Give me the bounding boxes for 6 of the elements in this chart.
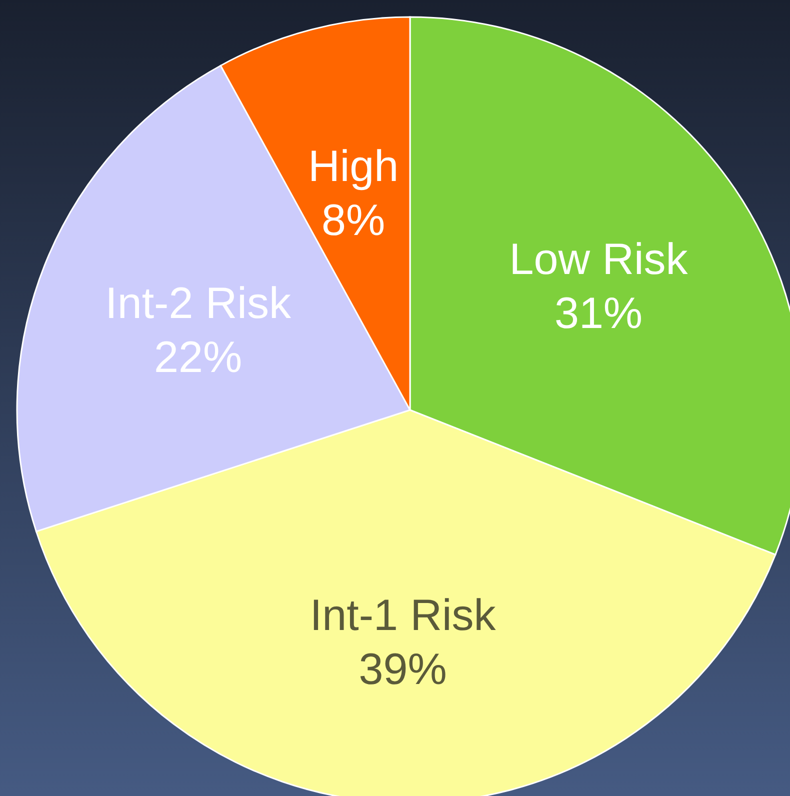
data-label: 39% — [358, 644, 447, 694]
data-label: 8% — [322, 196, 386, 246]
slice-label: Int-1 Risk — [310, 590, 497, 640]
data-label: 31% — [554, 288, 643, 338]
slice-label: High — [308, 142, 399, 192]
slice-label: Low Risk — [509, 234, 689, 284]
